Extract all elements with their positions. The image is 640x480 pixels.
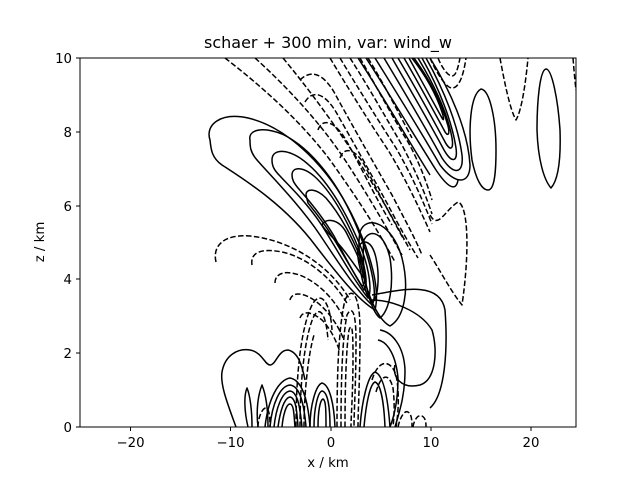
plot-frame (79, 57, 577, 428)
near-surface-cells (257, 292, 427, 427)
y-tick-label: 6 (64, 200, 72, 215)
y-axis-label: z / km (33, 222, 48, 263)
x-axis: −20 −10 0 10 20 x / km (116, 427, 539, 471)
y-tick-label: 8 (64, 126, 72, 141)
y-axis: 0 2 4 6 8 10 z / km (33, 52, 80, 436)
y-tick-label: 2 (64, 347, 72, 362)
y-tick-label: 0 (64, 421, 72, 436)
x-axis-label: x / km (307, 456, 348, 471)
chart-title: schaer + 300 min, var: wind_w (204, 33, 452, 53)
x-tick-label: −10 (216, 436, 244, 451)
negative-top-right (429, 58, 576, 121)
x-tick-label: 0 (327, 436, 335, 451)
y-tick-label: 10 (55, 52, 72, 67)
y-tick-label: 4 (64, 273, 72, 288)
negative-band-upper (224, 58, 468, 306)
positive-band-upper (357, 58, 471, 188)
near-surface-positive (220, 288, 447, 427)
x-tick-label: −20 (116, 436, 144, 451)
positive-right (469, 68, 561, 191)
x-tick-label: 20 (523, 436, 540, 451)
positive-lobe-main (208, 115, 407, 327)
negative-lobe-lower-left (214, 235, 351, 353)
x-tick-label: 10 (423, 436, 440, 451)
contour-lines (208, 58, 576, 427)
